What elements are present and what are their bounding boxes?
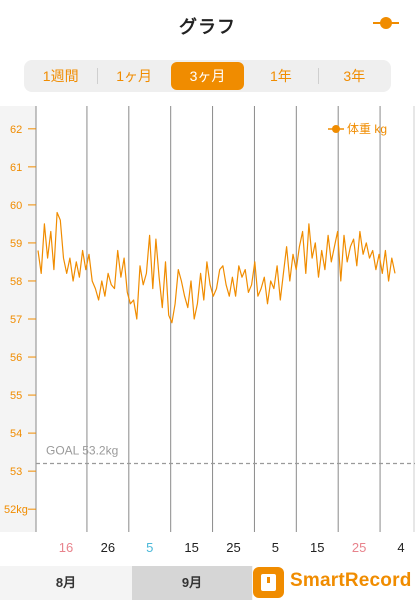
legend-marker [332,125,340,133]
period-selector: 1週間 1ヶ月 3ヶ月 1年 3年 [0,46,415,106]
footer-bar: 8月 9月 SmartRecord [0,566,415,600]
x-tick-label: 15 [184,540,198,555]
legend-label: 体重 kg [347,122,387,136]
header-bar: グラフ [0,0,415,47]
logo-text: SmartRecord [290,570,412,591]
page-title: グラフ [179,17,236,37]
y-tick-label: 53 [10,466,22,478]
series-line-weight [37,211,396,324]
vertical-gridlines [86,106,415,532]
plot-area [36,106,415,532]
legend: 体重 kg [328,122,387,136]
y-tick-label: 60 [10,200,22,212]
x-axis-background [0,532,415,566]
y-tick-label: 59 [10,238,22,250]
x-tick-label: 25 [352,540,366,555]
y-tick-label: 57 [10,314,22,326]
y-tick-label: 62 [10,124,22,136]
x-tick-label: 25 [226,540,240,555]
x-axis-labels: 16 26 5 15 25 5 15 25 4 [59,540,405,555]
y-axis-background [0,106,36,566]
month-tab-september[interactable]: 9月 [132,566,252,600]
x-tick-label: 5 [146,540,153,555]
slider-icon[interactable] [373,16,399,30]
scale-icon [253,567,284,598]
x-tick-label: 4 [397,540,404,555]
y-tick-label: 56 [10,352,22,364]
tab-1-month[interactable]: 1ヶ月 [97,60,170,92]
goal-label: GOAL 53.2kg [46,444,118,458]
y-tick-label: 54 [10,428,22,440]
x-tick-label: 26 [101,540,115,555]
x-tick-label: 5 [272,540,279,555]
month-tab-august[interactable]: 8月 [0,566,132,600]
y-tick-label: 61 [10,162,22,174]
y-axis-ticks: 62 61 60 59 58 57 56 55 54 53 52kg [4,124,36,516]
tab-3-years[interactable]: 3年 [317,60,391,92]
x-tick-label: 15 [310,540,324,555]
y-tick-label: 52kg [4,504,28,516]
y-tick-label: 58 [10,276,22,288]
tab-1-year[interactable]: 1年 [270,68,292,84]
scale-needle [267,577,270,583]
y-tick-label: 55 [10,390,22,402]
tab-3-months[interactable]: 3ヶ月 [170,62,245,90]
segmented-control: 1週間 1ヶ月 3ヶ月 1年 3年 [24,60,391,92]
x-tick-label: 16 [59,540,73,555]
smartrecord-logo: SmartRecord [253,566,415,600]
slider-knob [380,17,392,29]
tab-1-week[interactable]: 1週間 [42,68,79,84]
